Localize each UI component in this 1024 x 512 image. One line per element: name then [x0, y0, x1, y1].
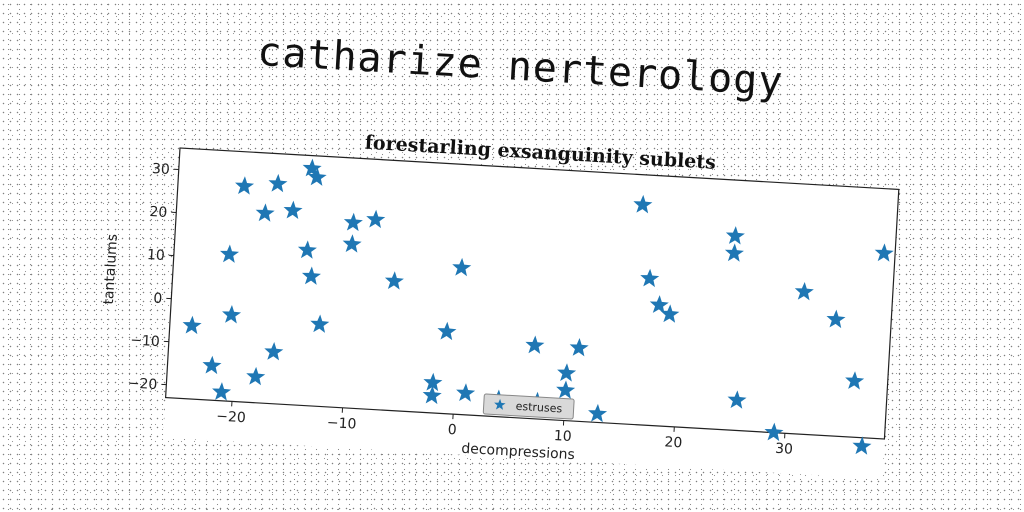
data-point-star	[640, 268, 660, 288]
data-point-star	[301, 266, 321, 285]
data-point-star	[283, 200, 303, 220]
x-axis-label: decompressions	[461, 441, 575, 464]
data-point-star	[456, 383, 476, 402]
plot-frame	[164, 147, 900, 440]
data-point-star	[649, 295, 669, 314]
data-point-star	[342, 234, 362, 253]
data-point-star	[525, 335, 545, 354]
data-point-star	[222, 305, 242, 324]
x-tick-label: −20	[216, 409, 246, 427]
data-point-star	[212, 382, 232, 401]
data-point-star	[307, 167, 327, 186]
data-point-star	[725, 226, 745, 245]
x-tick-label: 20	[664, 434, 683, 451]
data-point-star	[437, 321, 457, 341]
legend-marker	[494, 398, 506, 410]
page-title: catharize nerterology	[256, 28, 785, 106]
legend: estruses	[482, 393, 575, 420]
data-point-star	[255, 203, 275, 222]
data-point-star	[310, 314, 330, 333]
x-tick-label: 30	[775, 441, 794, 458]
data-point-star	[366, 209, 386, 229]
x-axis-ticks: −20 −10 0 10 20 30	[216, 401, 794, 458]
data-point-star	[569, 338, 589, 357]
data-point-star	[826, 309, 846, 329]
data-point-star	[297, 240, 317, 259]
legend-box	[482, 393, 575, 420]
y-tick-label: 0	[153, 291, 163, 307]
data-point-star	[182, 315, 202, 335]
y-axis-label: tantalums	[101, 233, 121, 305]
data-point-star	[302, 158, 322, 177]
x-tick-label: −10	[326, 415, 356, 433]
y-tick-label: −10	[130, 332, 160, 350]
data-point-star	[423, 372, 443, 392]
data-point-star	[452, 257, 472, 277]
data-point-star	[588, 403, 608, 423]
scatter-chart: forestarling exsanguinity sublets −20 −10…	[101, 132, 900, 479]
x-tick-label: 0	[447, 422, 457, 438]
x-tick-label: 10	[553, 428, 572, 445]
data-point-star	[235, 176, 255, 195]
data-point-star	[268, 173, 288, 193]
y-tick-label: 10	[146, 247, 165, 264]
chart-svg: forestarling exsanguinity sublets −20 −10…	[101, 132, 900, 464]
y-axis-ticks: −20 −10 0 10 20 30	[127, 161, 179, 393]
data-point-star	[384, 271, 404, 290]
y-tick-label: 20	[149, 204, 168, 221]
data-point-star	[794, 281, 814, 301]
data-point-star	[845, 371, 865, 390]
data-point-star	[727, 390, 747, 409]
data-point-star	[246, 366, 266, 386]
legend-star-icon	[494, 398, 506, 410]
data-point-star	[852, 436, 872, 455]
data-point-star	[874, 243, 894, 262]
data-point-star	[660, 304, 680, 323]
data-point-star	[264, 342, 284, 361]
legend-label: estruses	[515, 400, 562, 416]
y-tick-label: 30	[151, 161, 170, 178]
data-point-star	[220, 244, 240, 263]
data-point-star	[422, 385, 442, 405]
data-point-star	[764, 422, 784, 442]
data-point-star	[633, 194, 653, 214]
data-point-star	[556, 380, 576, 399]
data-point-star	[202, 355, 222, 375]
data-point-star	[724, 243, 744, 262]
data-point-star	[557, 363, 577, 382]
data-point-star	[343, 212, 363, 232]
y-tick-label: −20	[127, 375, 157, 393]
